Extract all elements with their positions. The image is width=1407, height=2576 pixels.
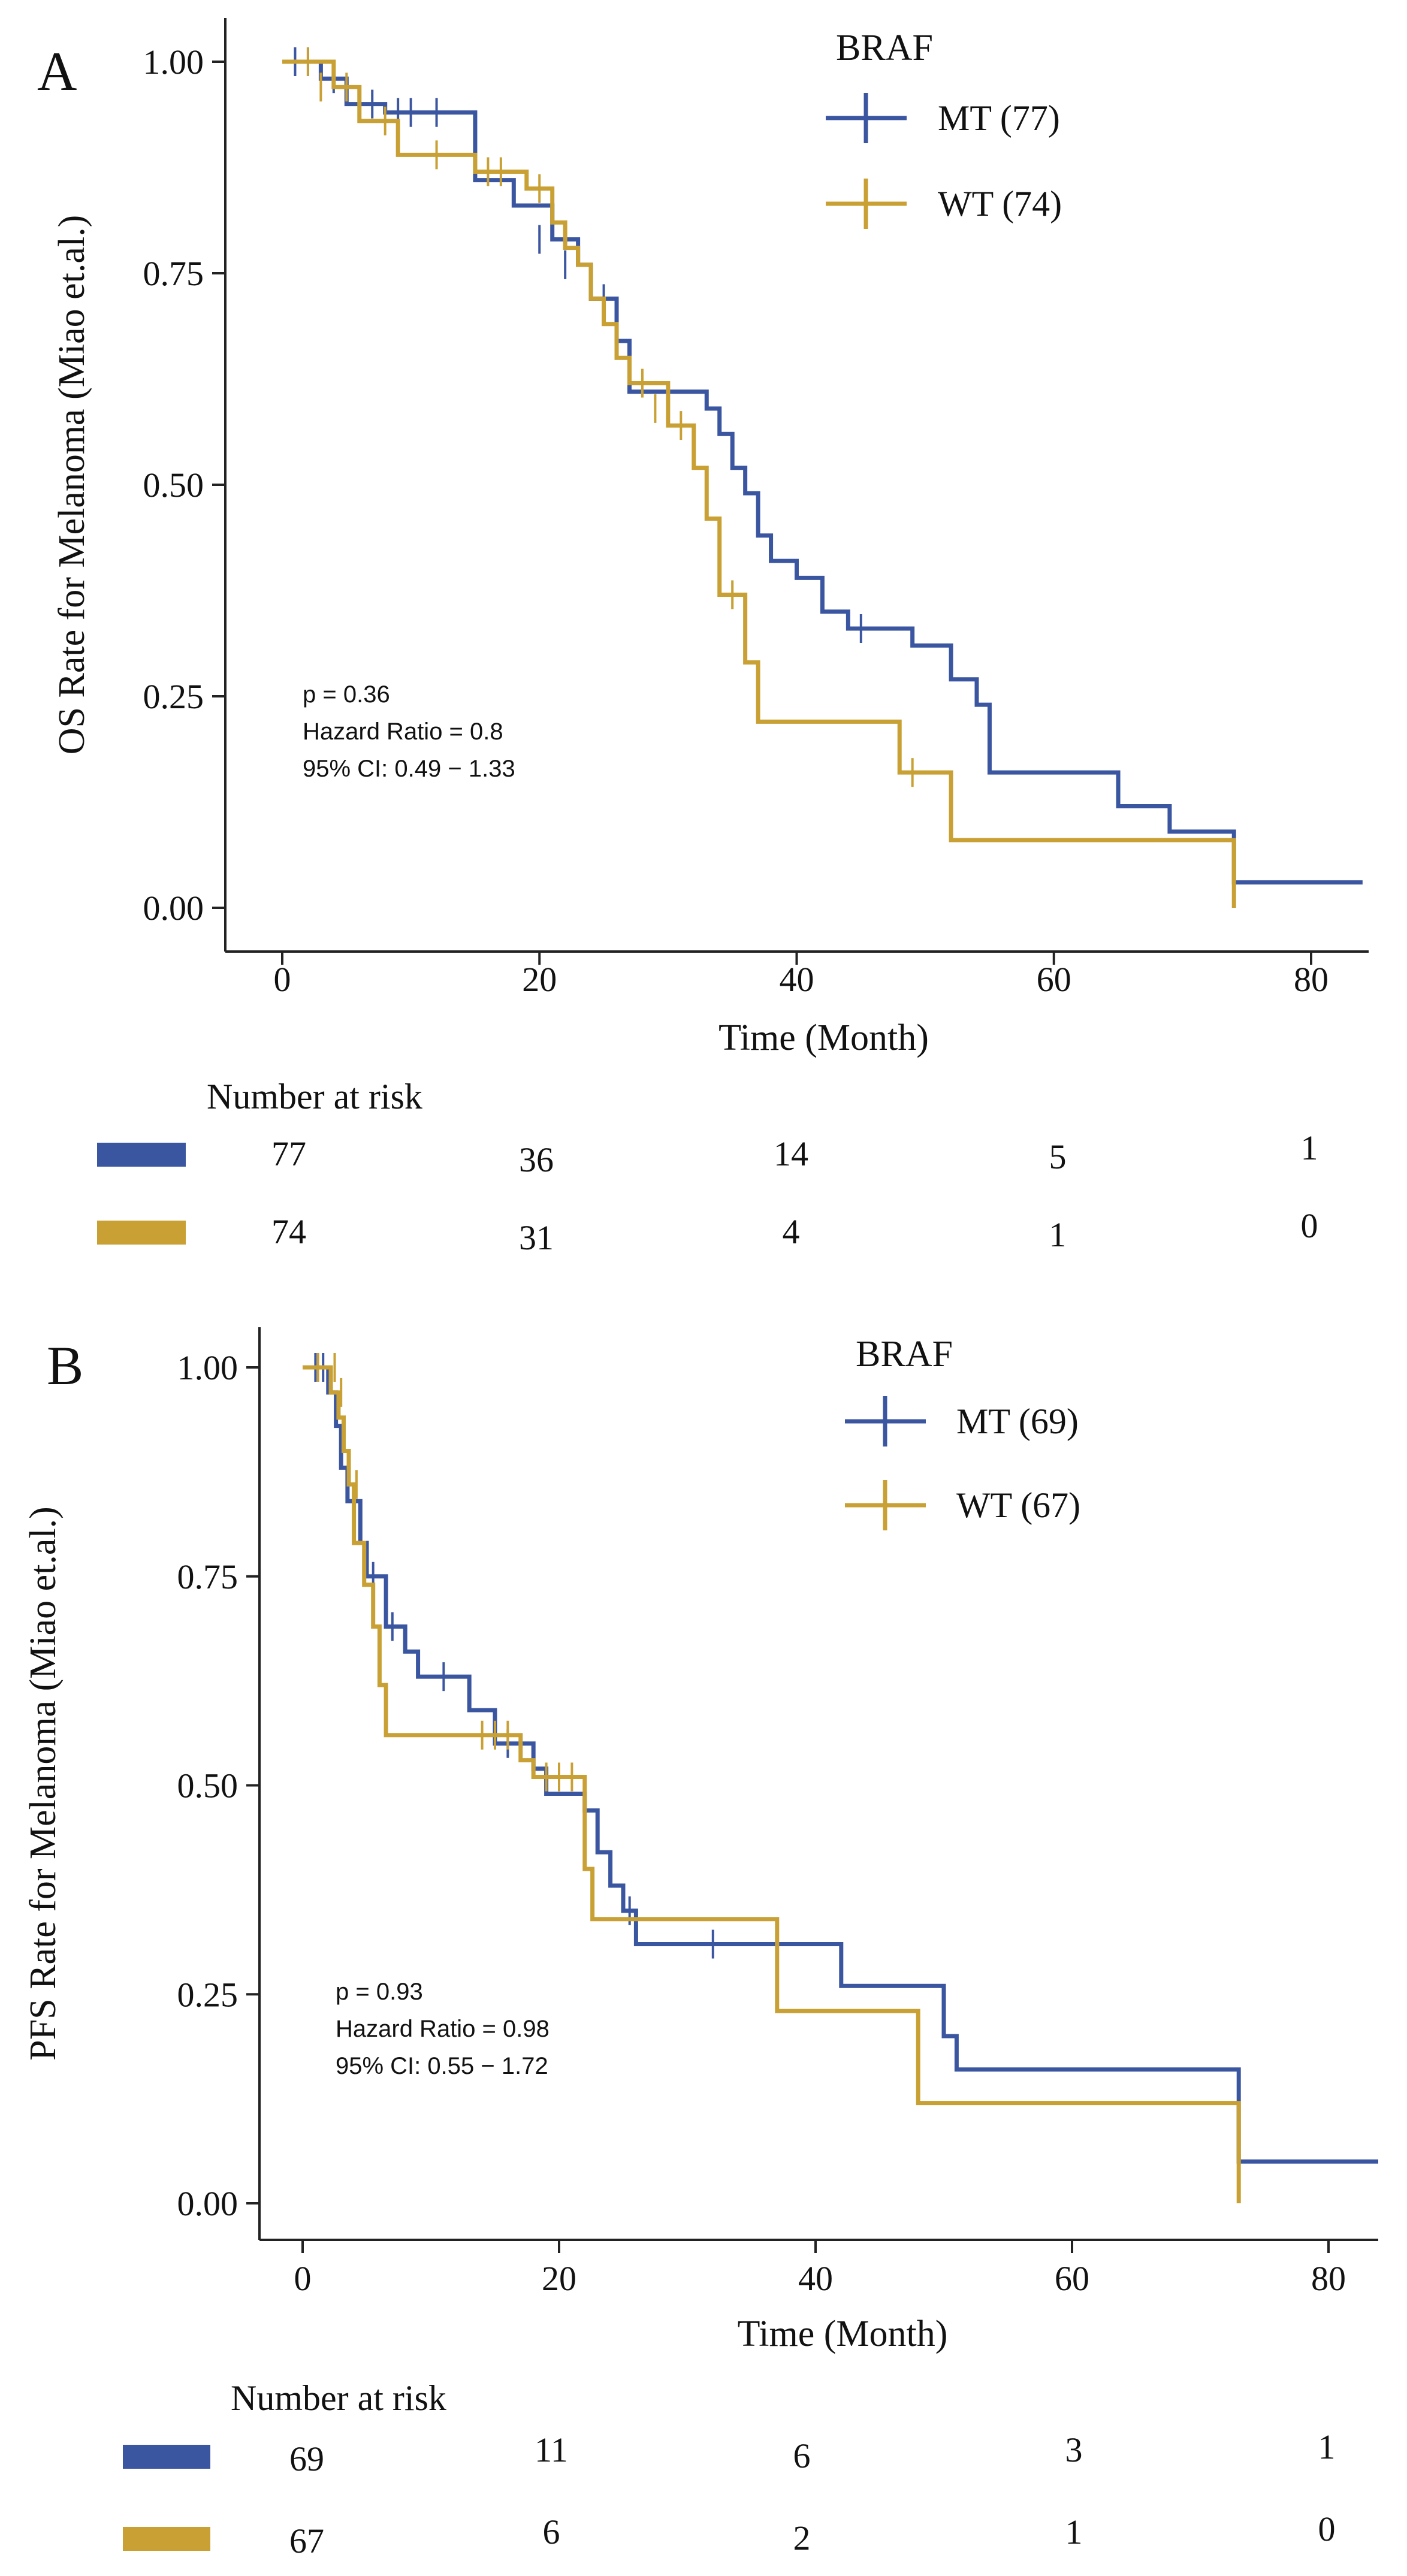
risk-count: 5 <box>1049 1137 1067 1176</box>
risk-count: 69 <box>289 2439 324 2478</box>
y-tick-label: 0.50 <box>177 1766 238 1805</box>
confidence-interval: 95% CI: 0.49 − 1.33 <box>303 756 515 782</box>
x-tick-label: 80 <box>1294 960 1329 999</box>
y-tick-label: 0.75 <box>143 254 204 293</box>
risk-count: 1 <box>1065 2512 1083 2551</box>
confidence-interval: 95% CI: 0.55 − 1.72 <box>336 2053 548 2079</box>
x-tick-label: 40 <box>780 960 814 999</box>
x-tick-label: 80 <box>1311 2259 1346 2298</box>
risk-row-color-key <box>123 2527 210 2551</box>
risk-count: 3 <box>1065 2430 1083 2469</box>
survival-curve-wt <box>282 59 1236 908</box>
x-tick-label: 0 <box>274 960 291 999</box>
risk-row-color-key <box>97 1143 186 1167</box>
risk-count: 36 <box>519 1140 554 1179</box>
x-axis-title: Time (Month) <box>718 1017 929 1058</box>
panel-label: A <box>37 41 77 102</box>
risk-count: 0 <box>1318 2509 1336 2548</box>
legend-title: BRAF <box>836 28 933 68</box>
y-tick-label: 0.25 <box>177 1975 238 2014</box>
risk-count: 11 <box>535 2430 568 2469</box>
y-axis-title: OS Rate for Melanoma (Miao et.al.) <box>52 215 92 754</box>
risk-count: 67 <box>289 2521 324 2560</box>
legend-label-wt: WT (67) <box>956 1485 1080 1525</box>
risk-count: 74 <box>271 1212 306 1251</box>
stats-annotation: p = 0.93 Hazard Ratio = 0.98 95% CI: 0.55 … <box>336 1979 549 2079</box>
risk-count: 1 <box>1049 1215 1067 1254</box>
y-tick-label: 0.75 <box>177 1557 238 1596</box>
risk-count: 77 <box>271 1134 306 1173</box>
y-tick-label: 0.00 <box>143 889 204 928</box>
survival-curve-wt <box>303 1365 1241 2203</box>
p-value: p = 0.36 <box>303 681 390 708</box>
legend-label-wt: WT (74) <box>938 184 1062 224</box>
risk-count: 6 <box>543 2512 560 2551</box>
risk-count: 0 <box>1301 1206 1318 1245</box>
risk-table: Number at risk 69 11 6 3 1 67 6 2 1 0 <box>123 2378 1336 2560</box>
survival-curve-mt <box>282 59 1363 885</box>
x-tick-label: 60 <box>1037 960 1071 999</box>
legend-title: BRAF <box>856 1334 953 1375</box>
risk-row-color-key <box>97 1221 186 1245</box>
p-value: p = 0.93 <box>336 1979 423 2005</box>
risk-row-color-key <box>123 2445 210 2469</box>
legend-label-mt: MT (69) <box>956 1402 1079 1441</box>
hazard-ratio: Hazard Ratio = 0.8 <box>303 718 503 745</box>
hazard-ratio: Hazard Ratio = 0.98 <box>336 2016 549 2042</box>
y-tick-label: 1.00 <box>143 43 204 81</box>
x-tick-label: 20 <box>522 960 557 999</box>
survival-curve-mt <box>303 1365 1378 2164</box>
x-tick-label: 60 <box>1055 2259 1089 2298</box>
y-tick-label: 0.25 <box>143 677 204 716</box>
risk-count: 1 <box>1301 1128 1318 1167</box>
stats-annotation: p = 0.36 Hazard Ratio = 0.8 95% CI: 0.49 −… <box>303 681 515 782</box>
risk-table-title: Number at risk <box>231 2378 446 2418</box>
risk-table: Number at risk 77 36 14 5 1 74 31 4 1 0 <box>97 1077 1318 1257</box>
risk-count: 31 <box>519 1218 554 1257</box>
risk-table-title: Number at risk <box>207 1077 422 1116</box>
x-tick-label: 0 <box>294 2259 312 2298</box>
legend-label-mt: MT (77) <box>938 98 1060 138</box>
y-tick-label: 0.00 <box>177 2184 238 2223</box>
panel-label: B <box>47 1335 83 1396</box>
risk-count: 2 <box>793 2518 811 2557</box>
risk-count: 6 <box>793 2436 811 2475</box>
risk-count: 4 <box>783 1212 800 1251</box>
risk-count: 14 <box>774 1134 808 1173</box>
x-axis-title: Time (Month) <box>738 2314 948 2354</box>
y-tick-label: 0.50 <box>143 466 204 505</box>
y-axis-title: PFS Rate for Melanoma (Miao et.al.) <box>23 1506 64 2061</box>
x-tick-label: 20 <box>542 2259 576 2298</box>
y-tick-label: 1.00 <box>177 1348 238 1387</box>
risk-count: 1 <box>1318 2427 1336 2466</box>
x-tick-label: 40 <box>798 2259 833 2298</box>
